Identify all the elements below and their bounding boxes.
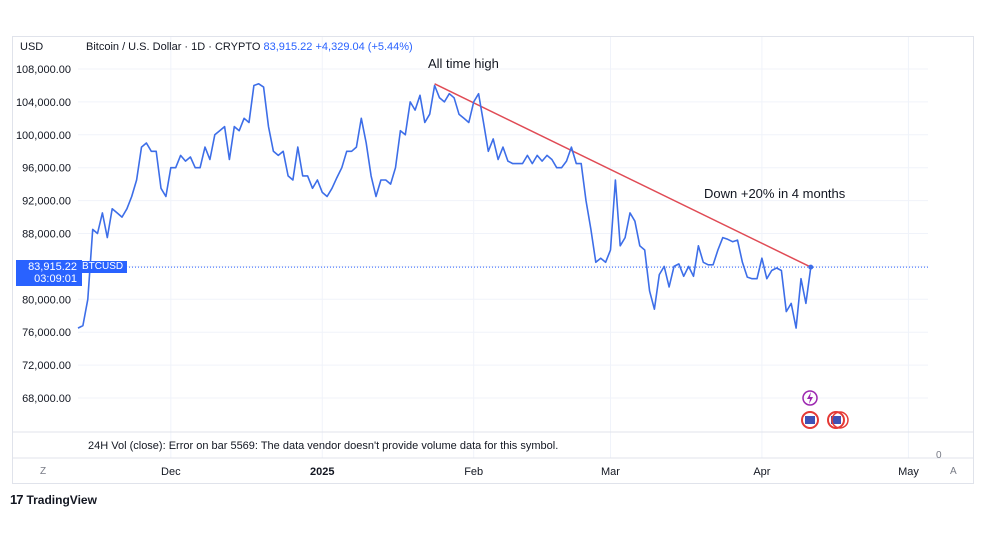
y-tick-label: 96,000.00 bbox=[22, 163, 71, 175]
symbol-title: Bitcoin / U.S. Dollar · 1D · CRYPTO bbox=[86, 41, 261, 53]
x-tick-label: Feb bbox=[464, 466, 483, 478]
legend-change: +4,329.04 (+5.44%) bbox=[315, 41, 413, 53]
symbol-line: Bitcoin / U.S. Dollar · 1D · CRYPTO 83,9… bbox=[86, 41, 413, 53]
y-tick-label: 92,000.00 bbox=[22, 196, 71, 208]
tradingview-logo-icon: 17 bbox=[10, 492, 24, 507]
x-tick-label: May bbox=[898, 466, 919, 478]
last-price-point bbox=[808, 264, 814, 270]
price-tag-value: 83,915.22 bbox=[28, 261, 77, 273]
y-tick-label: 76,000.00 bbox=[22, 327, 71, 339]
series-line-btcusd bbox=[77, 83, 812, 329]
x-tick-label: 2025 bbox=[310, 466, 334, 478]
auto-scale-corner-right[interactable]: A bbox=[950, 466, 957, 477]
us-flag-event-ring-icon bbox=[831, 411, 849, 429]
tradingview-name: TradingView bbox=[26, 492, 97, 507]
symbol-tag: BTCUSD bbox=[78, 261, 128, 273]
y-tick-label: 108,000.00 bbox=[16, 64, 71, 76]
grid-lines bbox=[78, 37, 928, 458]
volume-error-note: 24H Vol (close): Error on bar 5569: The … bbox=[88, 440, 559, 452]
timezone-corner-left[interactable]: Z bbox=[40, 466, 47, 477]
tradingview-branding[interactable]: 17 TradingView bbox=[10, 492, 97, 507]
y-tick-label: 72,000.00 bbox=[22, 360, 71, 372]
y-tick-label: 100,000.00 bbox=[16, 130, 71, 142]
us-flag-stripes-icon-2 bbox=[831, 416, 841, 424]
annotation-ath: All time high bbox=[428, 56, 499, 71]
y-tick-label: 104,000.00 bbox=[16, 97, 71, 109]
y-axis: 108,000.00 104,000.00 100,000.00 96,000.00 9… bbox=[16, 64, 71, 405]
us-flag-stripes-icon bbox=[805, 416, 815, 424]
lightning-event-icon[interactable] bbox=[802, 390, 818, 406]
annotation-down: Down +20% in 4 months bbox=[704, 186, 846, 201]
x-axis: Dec 2025 Feb Mar Apr May bbox=[161, 466, 919, 478]
y-tick-label: 68,000.00 bbox=[22, 393, 71, 405]
price-tag-countdown: 03:09:01 bbox=[34, 273, 77, 285]
price-axis-tag: 83,915.22 03:09:01 bbox=[16, 260, 82, 286]
x-tick-label: Dec bbox=[161, 466, 181, 478]
event-icons[interactable] bbox=[801, 390, 849, 429]
x-tick-label: Apr bbox=[753, 466, 770, 478]
lightning-glyph-icon bbox=[807, 392, 813, 404]
chart-frame bbox=[12, 36, 974, 484]
volume-axis-zero: 0 bbox=[936, 450, 942, 461]
y-tick-label: 80,000.00 bbox=[22, 294, 71, 306]
trend-line bbox=[434, 83, 812, 268]
currency-label: USD bbox=[20, 41, 44, 53]
y-tick-label: 88,000.00 bbox=[22, 229, 71, 241]
legend-price: 83,915.22 bbox=[263, 41, 313, 53]
x-tick-label: Mar bbox=[601, 466, 620, 478]
